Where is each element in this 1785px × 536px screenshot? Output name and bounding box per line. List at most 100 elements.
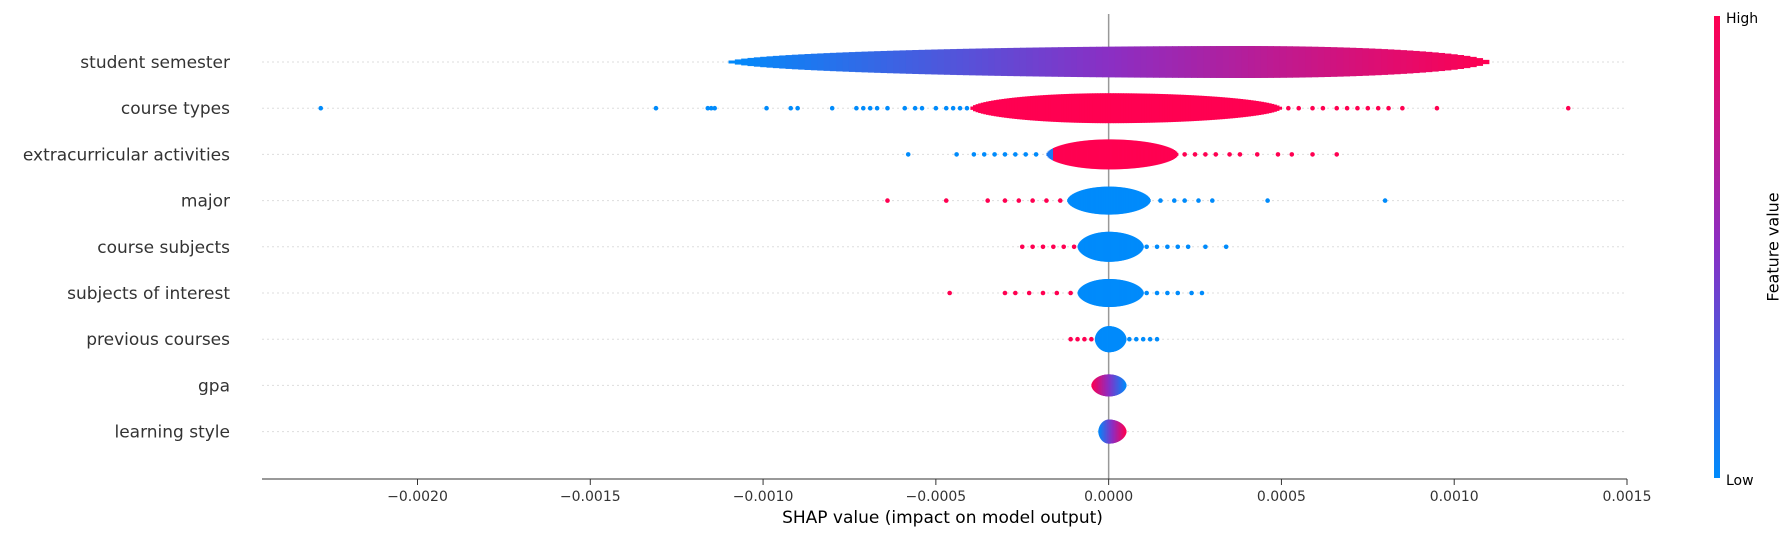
violin-slice (1129, 140, 1132, 169)
violin-slice (1115, 93, 1119, 124)
violin-slice (1267, 46, 1274, 78)
data-point (705, 105, 711, 111)
violin-slice (1090, 188, 1092, 214)
violin-slice (861, 51, 869, 73)
data-point (1182, 152, 1187, 157)
violin-slice (1118, 93, 1122, 124)
violin-slice (1071, 142, 1074, 167)
violin-slice (1206, 96, 1210, 121)
x-tick-label: −0.0020 (387, 489, 448, 505)
violin-slice (1102, 139, 1104, 170)
data-point (1213, 152, 1219, 157)
violin-slice (1019, 96, 1023, 120)
violin-slice (1092, 93, 1096, 124)
violin-slice (1150, 142, 1153, 166)
violin-slice (1161, 145, 1164, 164)
violin-slice (1094, 187, 1096, 214)
data-point (1386, 105, 1391, 111)
data-point (1344, 105, 1350, 111)
violin-slice (1067, 143, 1069, 166)
data-point (943, 105, 949, 111)
violin-slice (1110, 93, 1114, 124)
violin-slice (785, 55, 793, 69)
violin-slice (1127, 140, 1130, 169)
violin-slice (1203, 46, 1211, 78)
data-point (1023, 152, 1029, 157)
violin-slice (1286, 46, 1293, 78)
data-point (1144, 290, 1149, 296)
violin-slice (1061, 94, 1065, 123)
violin-slice (1128, 93, 1132, 124)
violin-slice (874, 51, 882, 73)
violin-slice (1104, 186, 1106, 215)
violin-slice (1163, 145, 1166, 163)
violin-slice (1057, 146, 1060, 163)
data-point (964, 105, 970, 111)
violin-slice (1100, 186, 1102, 215)
data-point (1030, 198, 1035, 203)
violin-slice (1164, 94, 1168, 123)
data-point (1075, 336, 1080, 342)
violin-slice (978, 103, 982, 114)
data-point (1040, 290, 1046, 296)
violin-slice (747, 57, 755, 67)
violin-slice (1260, 46, 1268, 78)
violin-slice (1172, 94, 1176, 122)
feature-label: previous courses (86, 330, 230, 350)
violin-slice (1292, 46, 1300, 78)
violin-slice (1132, 189, 1134, 212)
violin-slice (1089, 93, 1093, 124)
violin-slice (1139, 191, 1142, 210)
violin-slice (1067, 197, 1070, 204)
data-point (1026, 290, 1032, 296)
violin-slice (1079, 93, 1083, 123)
violin-slice (829, 52, 837, 72)
violin-slice (1142, 141, 1145, 168)
data-point (1154, 336, 1160, 342)
data-point (885, 105, 890, 111)
violin-slice (1151, 143, 1154, 166)
data-point (912, 105, 918, 111)
data-point (829, 105, 835, 111)
violin-slice (1146, 93, 1150, 123)
violin-slice (1099, 186, 1101, 215)
violin-slice (1362, 48, 1369, 76)
violin-slice (728, 60, 736, 64)
violin-slice (893, 50, 901, 74)
violin-slice (1024, 96, 1029, 120)
violin-slice (1173, 149, 1176, 159)
data-point (1089, 336, 1094, 342)
violin-slice (1136, 93, 1140, 123)
violin-slice (1022, 96, 1026, 120)
violin-slice (1250, 100, 1254, 117)
violin-slice (983, 102, 987, 115)
violin-slice (1154, 93, 1158, 123)
violin-slice (1159, 93, 1163, 123)
violin-slice (1167, 94, 1171, 123)
violin-slice (1119, 187, 1121, 215)
violin-slice (1125, 139, 1127, 169)
violin-slice (996, 99, 1000, 117)
data-point (1175, 244, 1181, 250)
violin-slice (1084, 93, 1088, 123)
violin-slice (1216, 46, 1224, 78)
violin-slice (1159, 144, 1161, 165)
violin-slice (1125, 383, 1127, 387)
violin-slice (1093, 139, 1096, 169)
violin-slice (1165, 146, 1168, 163)
data-point (1016, 198, 1022, 203)
violin-slice (1198, 95, 1202, 121)
violin-slice (1235, 46, 1243, 78)
violin-slice (1214, 96, 1218, 120)
violin-slice (1271, 103, 1275, 113)
violin-slice (1126, 188, 1128, 214)
violin-slice (1055, 94, 1060, 123)
violin-slice (1133, 189, 1135, 212)
violin-slice (848, 52, 856, 72)
violin-slice (1114, 46, 1122, 78)
violin-slice (1152, 143, 1155, 166)
violin-slice (1103, 186, 1105, 215)
data-point (318, 105, 324, 111)
violin-slice (1438, 52, 1446, 72)
